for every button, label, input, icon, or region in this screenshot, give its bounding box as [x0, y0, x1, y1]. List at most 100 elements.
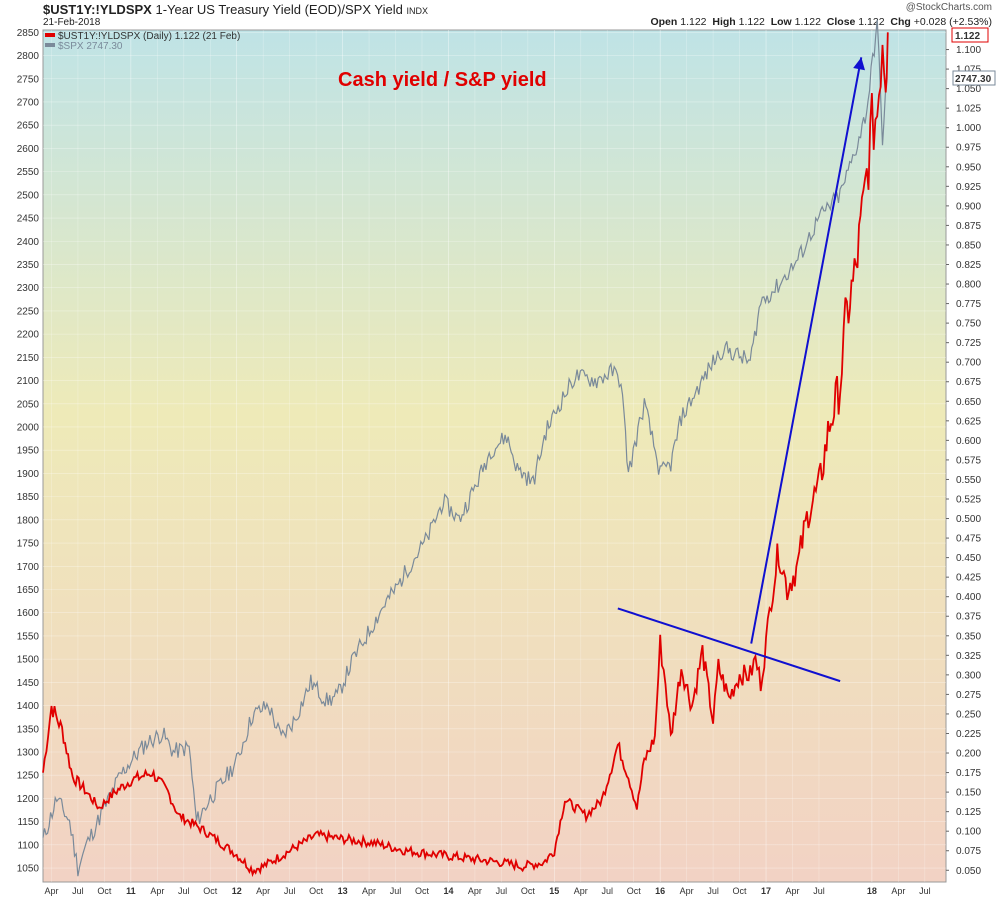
low-value: 1.122: [794, 16, 821, 28]
exchange: INDX: [406, 6, 428, 16]
x-tick-label: 18: [867, 886, 877, 896]
left-tick-label: 1750: [17, 539, 40, 550]
left-tick-label: 1150: [17, 817, 39, 828]
right-tick-label: 0.850: [956, 240, 981, 251]
left-tick-label: 2650: [17, 121, 40, 132]
chart-title: $UST1Y:!YLDSPX 1-Year US Treasury Yield …: [43, 2, 428, 17]
right-tick-label: 0.875: [956, 221, 981, 232]
chg-value: +0.028 (+2.53%): [913, 16, 992, 28]
x-tick-label: 11: [126, 886, 136, 896]
right-tick-label: 0.100: [956, 827, 981, 838]
left-tick-label: 2350: [17, 260, 40, 271]
right-tick-label: 0.550: [956, 475, 981, 486]
last-value-badge: 1.122: [951, 27, 989, 43]
open-label: Open: [650, 16, 678, 28]
x-tick-label: Jul: [496, 886, 508, 896]
right-tick-label: 0.950: [956, 162, 981, 173]
left-tick-label: 1850: [17, 492, 40, 503]
right-tick-label: 0.775: [956, 299, 981, 310]
left-tick-label: 1650: [17, 585, 40, 596]
resistance-line: [617, 607, 841, 683]
left-tick-label: 1950: [17, 446, 40, 457]
left-tick-label: 2250: [17, 306, 40, 317]
x-tick-label: Oct: [415, 886, 430, 896]
gridlines: [43, 30, 946, 882]
right-tick-label: 0.050: [956, 866, 981, 877]
left-tick-label: 2200: [17, 330, 40, 341]
right-tick-label: 0.175: [956, 768, 981, 779]
x-tick-label: 16: [655, 886, 665, 896]
right-tick-label: 0.150: [956, 788, 981, 799]
left-tick-label: 2500: [17, 190, 40, 201]
x-tick-label: Oct: [521, 886, 536, 896]
x-tick-label: Apr: [468, 886, 482, 896]
x-tick-label: Apr: [891, 886, 905, 896]
left-tick-label: 1700: [17, 562, 40, 573]
right-tick-label: 0.500: [956, 514, 981, 525]
right-tick-label: 1.075: [956, 65, 981, 76]
left-tick-label: 2050: [17, 399, 40, 410]
right-tick-label: 0.925: [956, 182, 981, 193]
left-tick-label: 2450: [17, 214, 40, 225]
x-tick-label: Apr: [44, 886, 58, 896]
x-tick-label: Apr: [256, 886, 270, 896]
left-tick-label: 1050: [17, 864, 40, 875]
x-tick-label: Jul: [72, 886, 84, 896]
chart-annotation: Cash yield / S&P yield: [338, 69, 547, 91]
right-tick-label: 1.000: [956, 123, 981, 134]
x-axis: Apr Jul Oct 11 Apr Jul Oct 12 Apr Jul Oct 13 Apr Jul O…: [44, 886, 930, 896]
right-tick-label: 0.600: [956, 436, 981, 447]
last-value-ratio: 1.122: [955, 31, 980, 42]
right-tick-label: 0.250: [956, 709, 981, 720]
x-tick-label: Jul: [284, 886, 296, 896]
high-value: 1.122: [738, 16, 765, 28]
x-tick-label: Oct: [203, 886, 218, 896]
left-tick-label: 2300: [17, 283, 40, 294]
right-tick-label: 0.750: [956, 319, 981, 330]
copyright: @StockCharts.com: [905, 2, 992, 13]
left-tick-label: 2600: [17, 144, 40, 155]
chart-date: 21-Feb-2018: [43, 17, 101, 28]
x-tick-label: Oct: [733, 886, 748, 896]
right-tick-label: 0.825: [956, 260, 981, 271]
trendlines: [617, 57, 865, 683]
left-tick-label: 1800: [17, 515, 40, 526]
right-tick-label: 0.475: [956, 534, 981, 545]
right-tick-label: 0.650: [956, 397, 981, 408]
right-tick-label: 0.700: [956, 358, 981, 369]
right-tick-label: 1.100: [956, 45, 981, 56]
left-tick-label: 2400: [17, 237, 40, 248]
last-value-badge-spx: 2747.30: [952, 70, 996, 86]
left-axis: 1050 1100 1150 1200 1250 1300 1350 1400 1450 1500…: [17, 28, 40, 875]
right-tick-label: 0.275: [956, 690, 981, 701]
x-tick-label: Jul: [707, 886, 719, 896]
right-axis: 0.050 0.075 0.100 0.125 0.150 0.175 0.200 0.225…: [946, 45, 981, 877]
spx-series-line: [42, 19, 888, 877]
right-tick-label: 0.425: [956, 573, 981, 584]
x-tick-label: Jul: [813, 886, 825, 896]
high-label: High: [712, 16, 736, 28]
right-tick-label: 0.325: [956, 651, 981, 662]
x-tick-label: 13: [338, 886, 348, 896]
right-tick-label: 0.350: [956, 631, 981, 642]
legend-swatch-ratio: [45, 33, 55, 37]
right-tick-label: 0.725: [956, 338, 981, 349]
chg-label: Chg: [890, 16, 911, 28]
left-tick-label: 1300: [17, 747, 40, 758]
right-tick-label: 0.200: [956, 749, 981, 760]
right-tick-label: 0.575: [956, 455, 981, 466]
right-tick-label: 0.400: [956, 592, 981, 603]
right-tick-label: 0.625: [956, 416, 981, 427]
left-tick-label: 2850: [17, 28, 40, 39]
left-tick-label: 1400: [17, 701, 40, 712]
x-tick-label: Oct: [97, 886, 112, 896]
symbol-description: 1-Year US Treasury Yield (EOD)/SPX Yield: [155, 2, 403, 17]
right-tick-label: 0.525: [956, 494, 981, 505]
legend-swatch-spx: [45, 43, 55, 47]
right-tick-label: 1.025: [956, 104, 981, 115]
left-tick-label: 1450: [17, 678, 40, 689]
ratio-series-line: [42, 32, 889, 878]
x-tick-label: Oct: [627, 886, 642, 896]
left-tick-label: 1200: [17, 794, 40, 805]
